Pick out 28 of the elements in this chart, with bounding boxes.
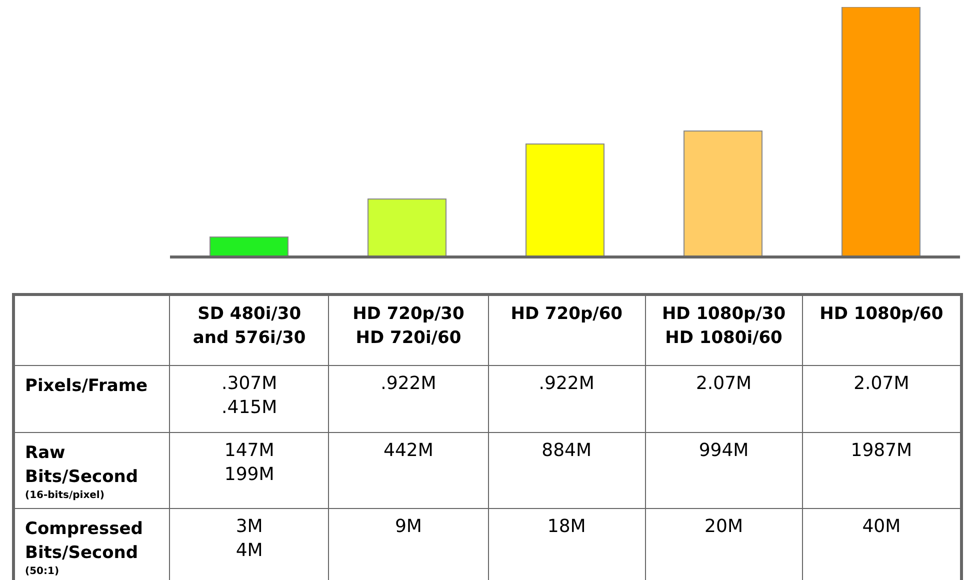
text: Raw Bits/Second (16-bits/pixel) (25, 442, 140, 503)
x-tick-label: HD 1080p/30 HD 1080i/60 (660, 303, 787, 350)
bar (842, 7, 920, 257)
text: Pixels/Frame (25, 375, 149, 398)
text: 18M (546, 515, 587, 539)
text: .307M .415M (220, 372, 278, 420)
bar (210, 236, 288, 257)
text: 884M (540, 439, 593, 463)
text: 147M 199M (223, 439, 276, 487)
text: .922M (380, 372, 438, 396)
bar (526, 144, 604, 257)
text: 3M 4M (234, 515, 264, 563)
text: 9M (394, 515, 423, 539)
x-tick-label: HD 720p/30 HD 720i/60 (352, 303, 466, 350)
text: 2.07M (694, 372, 753, 396)
x-tick-label: HD 1080p/60 (818, 303, 944, 326)
text: 2.07M (852, 372, 910, 396)
x-tick-label: SD 480i/30 and 576i/30 (192, 303, 307, 350)
x-tick-label: HD 720p/60 (510, 303, 624, 326)
text: 442M (382, 439, 434, 463)
text: 1987M (850, 439, 914, 463)
text: .922M (538, 372, 596, 396)
bar (368, 198, 446, 257)
text: 40M (861, 515, 902, 539)
text: Compressed Bits/Second (50:1) (25, 518, 144, 579)
bar (684, 130, 762, 257)
text: 994M (698, 439, 750, 463)
text: 20M (704, 515, 744, 539)
